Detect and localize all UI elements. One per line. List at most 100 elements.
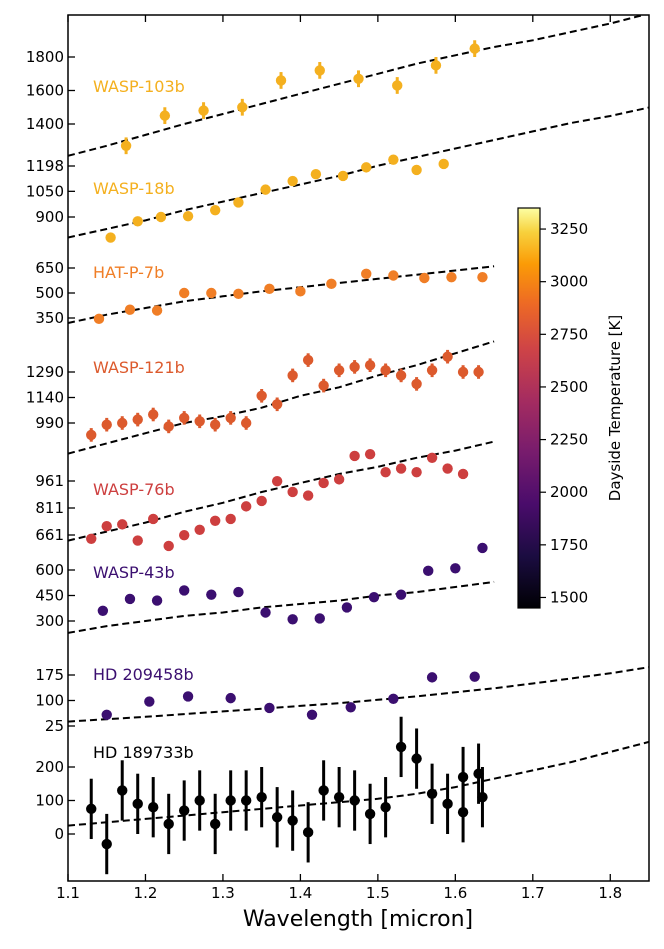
data-point: [151, 305, 163, 316]
data-marker: [124, 593, 136, 605]
y-tick-label: 175: [35, 666, 64, 684]
data-point: [233, 288, 244, 300]
data-marker: [206, 589, 217, 600]
data-point: [132, 535, 143, 546]
x-tick-label: 1.2: [134, 884, 158, 902]
colorbar-title: Dayside Temperature [K]: [606, 315, 624, 501]
data-marker: [287, 614, 298, 625]
data-point: [179, 529, 190, 541]
data-marker: [256, 495, 267, 507]
data-marker: [419, 272, 430, 284]
model-curve: [68, 440, 495, 542]
data-point: [151, 595, 163, 606]
data-marker: [151, 595, 163, 606]
data-point: [93, 313, 105, 325]
data-point: [209, 204, 221, 216]
data-marker: [132, 798, 143, 810]
data-point: [271, 397, 283, 412]
data-marker: [93, 313, 105, 325]
data-point: [256, 767, 267, 828]
data-marker: [132, 216, 143, 227]
data-marker: [349, 795, 360, 806]
data-point: [182, 210, 194, 222]
data-point: [326, 278, 337, 290]
data-point: [337, 170, 349, 182]
data-point: [179, 411, 190, 425]
data-marker: [361, 268, 372, 280]
data-marker: [388, 693, 399, 704]
data-marker: [209, 515, 221, 526]
data-marker: [260, 607, 271, 618]
data-marker: [148, 409, 159, 420]
data-point: [395, 463, 407, 474]
data-point: [314, 613, 325, 624]
data-point: [473, 365, 484, 379]
data-marker: [426, 452, 438, 463]
data-marker: [225, 795, 236, 806]
data-marker: [256, 791, 267, 803]
data-marker: [380, 802, 391, 813]
data-marker: [240, 795, 252, 806]
data-marker: [411, 164, 422, 176]
colorbar-tick-label: 2250: [550, 431, 588, 449]
data-point: [209, 515, 221, 526]
data-marker: [179, 585, 190, 596]
data-marker: [430, 60, 442, 71]
data-marker: [163, 540, 174, 552]
data-marker: [225, 692, 236, 704]
data-point: [457, 365, 469, 379]
data-point: [306, 709, 318, 720]
data-point: [287, 486, 298, 498]
data-point: [225, 411, 236, 425]
data-marker: [411, 466, 422, 478]
data-marker: [132, 414, 143, 425]
data-point: [163, 540, 174, 552]
data-point: [264, 702, 275, 714]
data-marker: [194, 524, 205, 535]
data-marker: [148, 802, 159, 813]
data-marker: [380, 365, 391, 376]
data-marker: [477, 271, 488, 283]
data-point: [318, 477, 329, 489]
planet-label: WASP-43b: [93, 563, 175, 582]
data-marker: [117, 519, 128, 530]
data-marker: [423, 565, 434, 577]
data-point: [233, 197, 244, 208]
data-point: [388, 270, 399, 281]
data-point: [469, 40, 480, 57]
data-marker: [179, 412, 190, 424]
data-point: [117, 760, 128, 821]
planet-label: WASP-103b: [93, 77, 185, 96]
data-point: [132, 773, 143, 834]
data-point: [124, 304, 136, 315]
data-point: [179, 287, 190, 299]
data-marker: [457, 366, 469, 378]
data-marker: [233, 197, 244, 208]
y-tick-label: 650: [35, 259, 64, 277]
data-point: [120, 137, 132, 155]
x-tick-label: 1.4: [288, 884, 312, 902]
data-marker: [310, 169, 322, 180]
data-marker: [438, 158, 449, 170]
data-marker: [159, 110, 171, 121]
planet-label: WASP-121b: [93, 358, 185, 377]
data-point: [395, 589, 407, 600]
model-curves: [68, 15, 649, 827]
data-marker: [426, 788, 438, 799]
y-tick-label: 1600: [26, 82, 64, 100]
data-marker: [477, 542, 488, 554]
y-tick-label: 990: [35, 414, 64, 432]
data-marker: [163, 421, 174, 432]
data-marker: [442, 351, 453, 362]
data-point: [256, 389, 267, 403]
data-point: [395, 368, 407, 383]
data-point: [426, 763, 438, 824]
data-marker: [337, 170, 349, 182]
data-marker: [333, 791, 345, 803]
planet-label: WASP-18b: [93, 179, 175, 198]
data-marker: [302, 827, 314, 838]
y-tick-label: 811: [35, 499, 64, 517]
data-point: [364, 358, 376, 372]
data-marker: [151, 305, 163, 316]
data-marker: [318, 477, 329, 489]
